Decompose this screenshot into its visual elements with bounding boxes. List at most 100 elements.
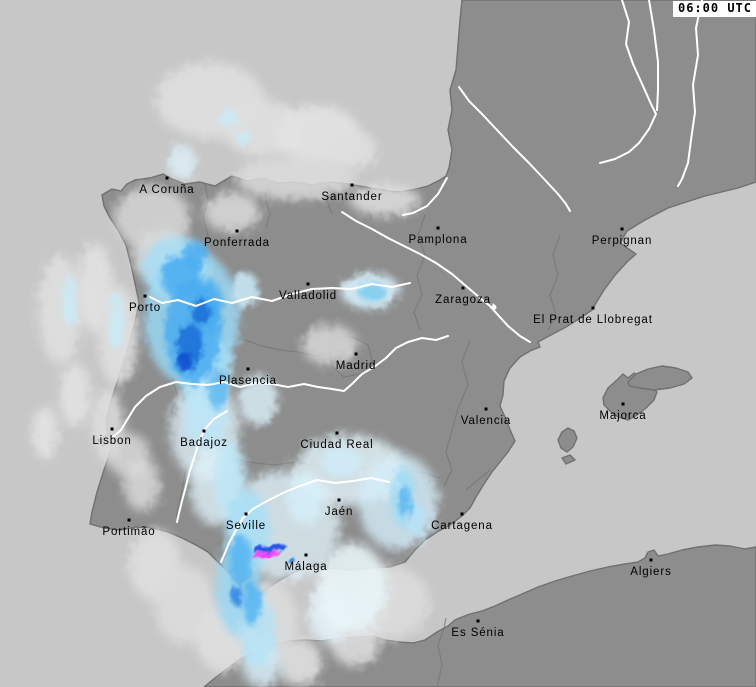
city-marker [244,512,248,516]
timestamp-badge: 06:00 UTC [672,1,756,17]
city: Majorca [599,402,646,422]
city-label: Pamplona [409,234,468,246]
city-marker [306,282,310,286]
city-label: Plasencia [219,375,277,387]
city: Cartagena [431,512,493,532]
city-marker [354,352,358,356]
city-marker [476,619,480,623]
city: Valencia [461,407,511,427]
city-label: Perpignan [592,235,653,247]
city-marker [620,227,624,231]
echo-blob [218,109,238,127]
city: Jaén [325,498,354,518]
city-label: Cartagena [431,520,493,532]
city-marker [461,286,465,290]
border-pyrenees-west [402,177,448,216]
city-marker [246,367,250,371]
echo-blob [231,272,259,308]
echo-blob [32,407,58,459]
city: Valladolid [279,282,337,302]
echo-blob [278,638,322,686]
city: Badajoz [180,429,227,449]
city: Porto [129,294,161,314]
city-marker [484,407,488,411]
river-loire [599,0,657,164]
city-marker [649,558,653,562]
city-label: Porto [129,302,161,314]
city: Málaga [284,553,327,573]
city-label: Es Sénia [451,627,504,639]
city: Madrid [336,352,377,372]
city-marker [235,229,239,233]
city-marker [350,183,354,187]
river-rhone [677,0,703,187]
echo-blob [232,586,242,606]
river-garonne [458,86,571,212]
city: Portimão [102,518,155,538]
city-label: Valladolid [279,290,337,302]
city-label: Majorca [599,410,646,422]
city-label: Málaga [284,561,327,573]
city-marker [110,427,114,431]
city-label: Algiers [630,566,671,578]
echo-blob [399,486,411,518]
island-menorca [627,365,693,391]
echo-blob [302,325,358,365]
city-layer: A Coruña Santander Pamplona Perpignan Ponfer… [92,176,671,639]
echo-blob [327,130,377,170]
city-marker [165,176,169,180]
city: Ponferrada [204,229,270,249]
city: A Coruña [139,176,194,196]
city: Perpignan [592,227,653,247]
echo-blob [253,544,287,554]
city-label: A Coruña [139,184,194,196]
city-label: Valencia [461,415,511,427]
echo-blob [59,363,91,427]
city-marker [304,553,308,557]
river-guadalquivir [220,477,390,563]
echo-blob [177,352,193,372]
echo-blob [322,448,362,476]
city: Zaragoza [435,286,491,306]
city-label: Lisbon [92,435,131,447]
city: Ciudad Real [300,431,373,451]
echo-blob [235,156,355,200]
echo-blob [243,582,261,626]
city-label: Zaragoza [435,294,491,306]
city: Es Sénia [451,619,504,639]
rivers-and-borders [112,0,703,563]
echo-blob [109,292,123,352]
echo-blob [168,144,196,180]
city: Pamplona [409,226,468,246]
echo-blob [408,504,426,536]
echo-blob [252,552,280,558]
river-tagus [112,335,449,438]
island-ibiza [557,427,578,453]
echo-blob [204,192,260,232]
echo-blob [288,558,296,564]
city-label: Madrid [336,360,377,372]
echo-blob [350,184,420,216]
city-label: Portimão [102,526,155,538]
city-marker [436,226,440,230]
city: Plasencia [219,367,277,387]
city-marker [621,402,625,406]
city-label: Ciudad Real [300,439,373,451]
city-label: Santander [321,191,382,203]
city-label: Seville [226,520,266,532]
river-branch [648,0,659,111]
city-label: Ponferrada [204,237,270,249]
echo-blob [238,375,278,425]
city-marker [202,429,206,433]
echo-blob [235,130,251,146]
echo-blob [229,534,251,586]
river-guadiana [176,410,228,523]
city-marker [143,294,147,298]
city-label: Jaén [325,506,354,518]
city-marker [591,306,595,310]
city-marker [460,512,464,516]
city: El Prat de Llobregat [533,306,652,326]
island-formentera [561,454,576,465]
